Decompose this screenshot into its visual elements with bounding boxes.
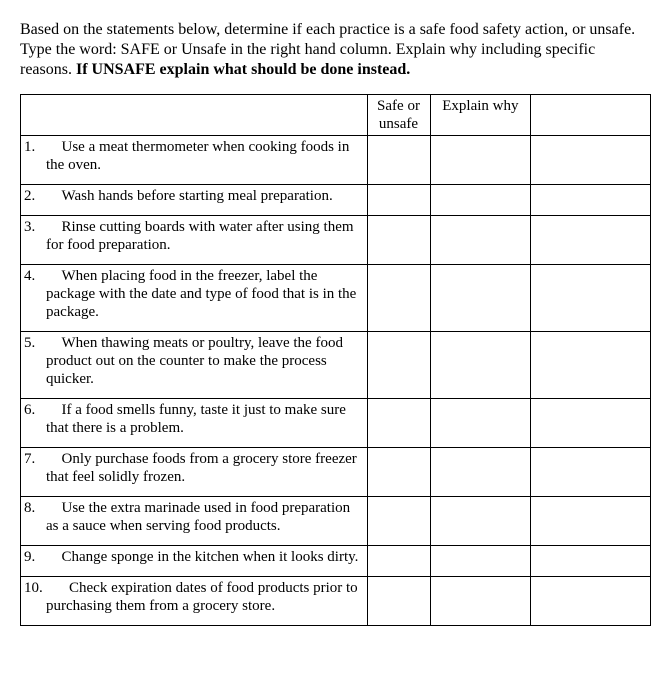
table-header-row: Safe or unsafe Explain why (21, 95, 651, 136)
safe-or-unsafe-cell[interactable] (367, 399, 430, 448)
blank-cell[interactable] (531, 332, 651, 399)
safe-or-unsafe-cell[interactable] (367, 265, 430, 332)
row-number: 1. (24, 139, 35, 155)
row-number: 7. (24, 451, 35, 467)
statement-cell: 5. When thawing meats or poultry, leave … (21, 332, 368, 399)
table-row: 8. Use the extra marinade used in food p… (21, 497, 651, 546)
statement-cell: 9. Change sponge in the kitchen when it … (21, 546, 368, 577)
blank-cell[interactable] (531, 265, 651, 332)
table-row: 10. Check expiration dates of food produ… (21, 577, 651, 626)
statement-text: When thawing meats or poultry, leave the… (46, 335, 343, 387)
blank-cell[interactable] (531, 497, 651, 546)
statement-text: Use the extra marinade used in food prep… (46, 500, 350, 534)
blank-cell[interactable] (531, 399, 651, 448)
safe-or-unsafe-cell[interactable] (367, 577, 430, 626)
table-row: 7. Only purchase foods from a grocery st… (21, 448, 651, 497)
instructions-bold: If UNSAFE explain what should be done in… (76, 61, 410, 78)
safe-or-unsafe-cell[interactable] (367, 185, 430, 216)
blank-cell[interactable] (531, 448, 651, 497)
table-row: 6. If a food smells funny, taste it just… (21, 399, 651, 448)
explain-cell[interactable] (430, 577, 531, 626)
table-row: 3. Rinse cutting boards with water after… (21, 216, 651, 265)
statement-cell: 7. Only purchase foods from a grocery st… (21, 448, 368, 497)
statement-cell: 8. Use the extra marinade used in food p… (21, 497, 368, 546)
safe-or-unsafe-cell[interactable] (367, 448, 430, 497)
statement-text: Only purchase foods from a grocery store… (46, 451, 357, 485)
header-safe-or-unsafe: Safe or unsafe (367, 95, 430, 136)
statement-text: Check expiration dates of food products … (46, 580, 358, 614)
statement-cell: 4. When placing food in the freezer, lab… (21, 265, 368, 332)
statement-cell: 6. If a food smells funny, taste it just… (21, 399, 368, 448)
explain-cell[interactable] (430, 399, 531, 448)
explain-cell[interactable] (430, 546, 531, 577)
safe-or-unsafe-cell[interactable] (367, 497, 430, 546)
header-blank (531, 95, 651, 136)
row-number: 4. (24, 268, 35, 284)
statement-cell: 2. Wash hands before starting meal prepa… (21, 185, 368, 216)
explain-cell[interactable] (430, 332, 531, 399)
row-number: 10. (24, 580, 43, 596)
blank-cell[interactable] (531, 577, 651, 626)
blank-cell[interactable] (531, 185, 651, 216)
row-number: 8. (24, 500, 35, 516)
statement-text: When placing food in the freezer, label … (46, 268, 356, 320)
row-number: 9. (24, 549, 35, 565)
statement-text: Change sponge in the kitchen when it loo… (62, 549, 359, 565)
header-statement (21, 95, 368, 136)
table-row: 2. Wash hands before starting meal prepa… (21, 185, 651, 216)
table-row: 5. When thawing meats or poultry, leave … (21, 332, 651, 399)
row-number: 2. (24, 188, 35, 204)
explain-cell[interactable] (430, 448, 531, 497)
safe-or-unsafe-cell[interactable] (367, 332, 430, 399)
blank-cell[interactable] (531, 546, 651, 577)
row-number: 3. (24, 219, 35, 235)
instructions-text: Based on the statements below, determine… (20, 20, 651, 80)
safe-or-unsafe-cell[interactable] (367, 136, 430, 185)
explain-cell[interactable] (430, 216, 531, 265)
blank-cell[interactable] (531, 216, 651, 265)
statement-cell: 1. Use a meat thermometer when cooking f… (21, 136, 368, 185)
statement-text: Use a meat thermometer when cooking food… (46, 139, 349, 173)
statement-cell: 10. Check expiration dates of food produ… (21, 577, 368, 626)
table-row: 4. When placing food in the freezer, lab… (21, 265, 651, 332)
statement-text: If a food smells funny, taste it just to… (46, 402, 346, 436)
row-number: 5. (24, 335, 35, 351)
food-safety-table: Safe or unsafe Explain why 1. Use a meat… (20, 94, 651, 626)
explain-cell[interactable] (430, 497, 531, 546)
explain-cell[interactable] (430, 185, 531, 216)
statement-text: Rinse cutting boards with water after us… (46, 219, 354, 253)
row-number: 6. (24, 402, 35, 418)
statement-text: Wash hands before starting meal preparat… (62, 188, 333, 204)
blank-cell[interactable] (531, 136, 651, 185)
explain-cell[interactable] (430, 136, 531, 185)
safe-or-unsafe-cell[interactable] (367, 546, 430, 577)
table-row: 1. Use a meat thermometer when cooking f… (21, 136, 651, 185)
explain-cell[interactable] (430, 265, 531, 332)
header-explain: Explain why (430, 95, 531, 136)
statement-cell: 3. Rinse cutting boards with water after… (21, 216, 368, 265)
safe-or-unsafe-cell[interactable] (367, 216, 430, 265)
table-row: 9. Change sponge in the kitchen when it … (21, 546, 651, 577)
